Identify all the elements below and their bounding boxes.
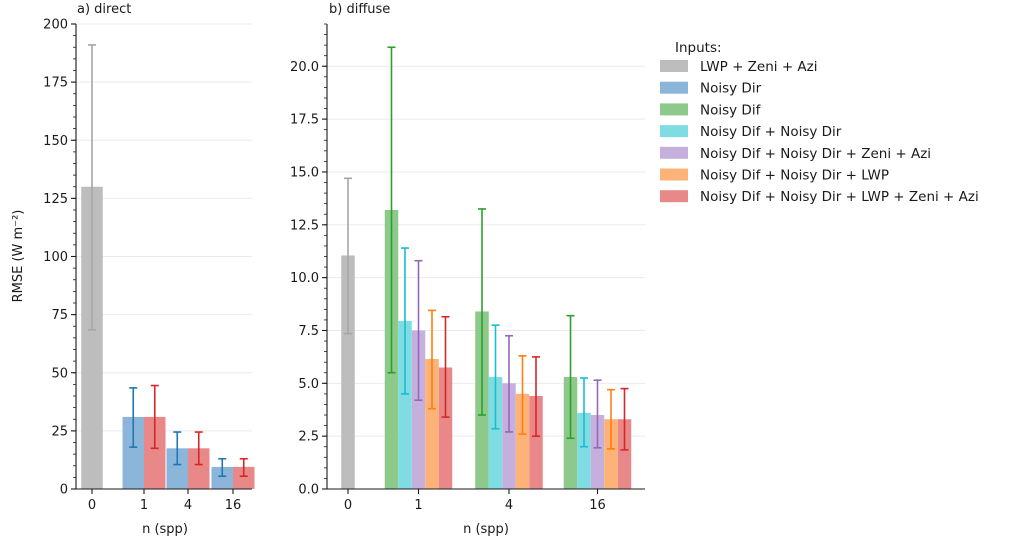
bar-noisy-dir <box>211 466 233 489</box>
bar-noisy-dif-noisy-dir-lwp-zeni-azi <box>617 419 632 489</box>
legend: Inputs: LWP + Zeni + Azi Noisy Dir Noisy D… <box>660 40 979 205</box>
y-tick-label: 125 <box>43 192 68 207</box>
x-tick-label: 4 <box>505 498 513 513</box>
y-tick-label: 2.5 <box>298 430 319 445</box>
legend-swatch <box>660 168 688 181</box>
legend-entry: Noisy Dif + Noisy Dir + Zeni + Azi <box>700 146 931 162</box>
bar-noisy-dif-noisy-dir <box>488 376 503 489</box>
legend-title: Inputs: <box>675 40 722 56</box>
bar-noisy-dif-noisy-dir-lwp <box>604 419 618 489</box>
y-tick-label: 50 <box>51 366 68 381</box>
bar-noisy-dif-noisy-dir-zeni-azi <box>411 330 426 489</box>
bar-noisy-dif-noisy-dir-lwp-zeni-azi <box>233 466 255 489</box>
bar-noisy-dif-noisy-dir-lwp <box>515 393 530 489</box>
bar-noisy-dif-noisy-dir-lwp-zeni-azi <box>529 396 543 489</box>
legend-swatch <box>660 146 688 159</box>
bar-noisy-dif-noisy-dir-lwp-zeni-azi <box>438 367 453 489</box>
legend-swatch <box>660 81 688 94</box>
panel-a-ylabel: RMSE (W m⁻²) <box>11 210 26 303</box>
y-tick-label: 17.5 <box>290 113 319 128</box>
panel-b-title: b) diffuse <box>329 2 390 17</box>
y-tick-label: 0 <box>60 483 68 498</box>
y-tick-label: 15.0 <box>290 165 319 180</box>
x-tick-label: 4 <box>184 498 192 513</box>
x-tick-label: 0 <box>344 498 352 513</box>
y-tick-label: 175 <box>43 76 68 91</box>
x-tick-label: 1 <box>414 498 422 513</box>
panel-a-title: a) direct <box>77 2 131 17</box>
bar-noisy-dif-noisy-dir <box>398 320 412 489</box>
x-tick-label: 16 <box>225 498 242 513</box>
bar-lwp-zeni-azi <box>81 186 103 489</box>
legend-swatch <box>660 60 688 72</box>
bar-noisy-dif-noisy-dir <box>577 412 591 489</box>
legend-entry: Noisy Dif + Noisy Dir + LWP + Zeni + Azi <box>700 189 979 205</box>
bar-lwp-zeni-azi <box>341 255 355 489</box>
legend-entry: LWP + Zeni + Azi <box>700 59 818 75</box>
x-tick-label: 16 <box>589 498 606 513</box>
x-tick-label: 1 <box>140 498 148 513</box>
legend-entry: Noisy Dir <box>700 81 762 97</box>
bar-noisy-dif-noisy-dir-lwp-zeni-azi <box>188 448 210 489</box>
legend-entry: Noisy Dif + Noisy Dir + LWP <box>700 168 889 184</box>
panel-b-axes <box>326 24 645 490</box>
bar-noisy-dir <box>122 416 144 489</box>
bar-noisy-dir <box>166 448 188 489</box>
y-tick-label: 150 <box>43 134 68 149</box>
legend-swatch <box>660 190 688 203</box>
y-tick-label: 100 <box>43 250 68 265</box>
y-tick-label: 0.0 <box>298 483 319 498</box>
y-tick-label: 5.0 <box>298 377 319 392</box>
y-tick-label: 7.5 <box>298 324 319 339</box>
panel-a-xlabel: n (spp) <box>142 522 188 537</box>
bar-noisy-dif-noisy-dir-zeni-azi <box>590 415 605 489</box>
legend-entry: Noisy Dif + Noisy Dir <box>700 124 842 140</box>
legend-swatch <box>660 125 688 138</box>
panel-a-grid <box>76 23 252 490</box>
legend-entry: Noisy Dif <box>700 102 762 118</box>
y-tick-label: 75 <box>51 308 68 323</box>
y-tick-label: 10.0 <box>290 271 319 286</box>
y-tick-label: 12.5 <box>290 218 319 233</box>
bar-noisy-dif-noisy-dir-lwp <box>425 359 439 489</box>
panel-b-xlabel: n (spp) <box>463 522 509 537</box>
y-tick-label: 20.0 <box>290 60 319 75</box>
x-tick-label: 0 <box>88 498 96 513</box>
panel-a-axes <box>75 24 252 490</box>
y-tick-label: 25 <box>51 424 68 439</box>
bar-noisy-dif-noisy-dir-zeni-azi <box>502 383 516 489</box>
y-tick-label: 200 <box>43 18 68 33</box>
bar-noisy-dif-noisy-dir-lwp-zeni-azi <box>144 416 166 489</box>
legend-swatch <box>660 103 688 116</box>
